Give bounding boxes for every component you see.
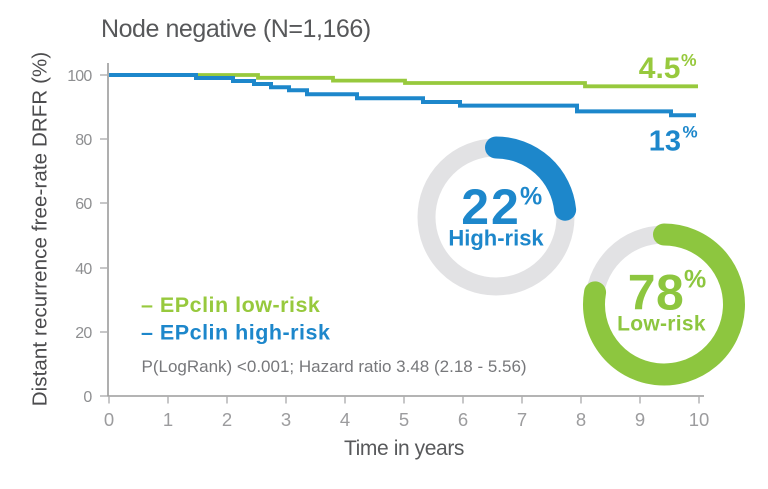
svg-text:78: 78 — [628, 265, 685, 321]
svg-text:Low-risk: Low-risk — [617, 313, 706, 336]
svg-text:2: 2 — [222, 409, 232, 430]
svg-text:Time in years: Time in years — [344, 437, 464, 460]
svg-text:13: 13 — [649, 126, 681, 158]
svg-text:60: 60 — [75, 196, 92, 213]
svg-text:80: 80 — [75, 132, 92, 149]
svg-text:4: 4 — [340, 409, 350, 430]
svg-text:1: 1 — [163, 409, 173, 430]
svg-text:%: % — [681, 50, 697, 70]
svg-text:20: 20 — [75, 325, 92, 342]
svg-text:100: 100 — [67, 68, 92, 85]
svg-text:0: 0 — [104, 409, 114, 430]
svg-text:– EPclin low-risk: – EPclin low-risk — [141, 293, 320, 317]
svg-text:– EPclin high-risk: – EPclin high-risk — [141, 321, 330, 345]
svg-text:P(LogRank) <0.001; Hazard rati: P(LogRank) <0.001; Hazard ratio 3.48 (2.… — [142, 357, 527, 376]
svg-text:Distant recurrence free-rate D: Distant recurrence free-rate DRFR (%) — [29, 52, 52, 407]
svg-text:3: 3 — [281, 409, 291, 430]
svg-text:6: 6 — [458, 409, 468, 430]
svg-text:%: % — [684, 266, 706, 294]
svg-text:8: 8 — [576, 409, 586, 430]
svg-text:5: 5 — [399, 409, 409, 430]
svg-text:22: 22 — [461, 179, 521, 235]
svg-text:10: 10 — [689, 409, 710, 430]
svg-text:High-risk: High-risk — [448, 226, 544, 251]
svg-text:9: 9 — [635, 409, 645, 430]
svg-text:%: % — [683, 123, 698, 142]
svg-text:40: 40 — [75, 261, 92, 278]
svg-text:0: 0 — [83, 389, 92, 406]
svg-text:%: % — [520, 183, 542, 211]
svg-text:4.5: 4.5 — [639, 52, 681, 85]
svg-text:Node negative (N=1,166): Node negative (N=1,166) — [101, 15, 371, 43]
svg-text:7: 7 — [517, 409, 527, 430]
